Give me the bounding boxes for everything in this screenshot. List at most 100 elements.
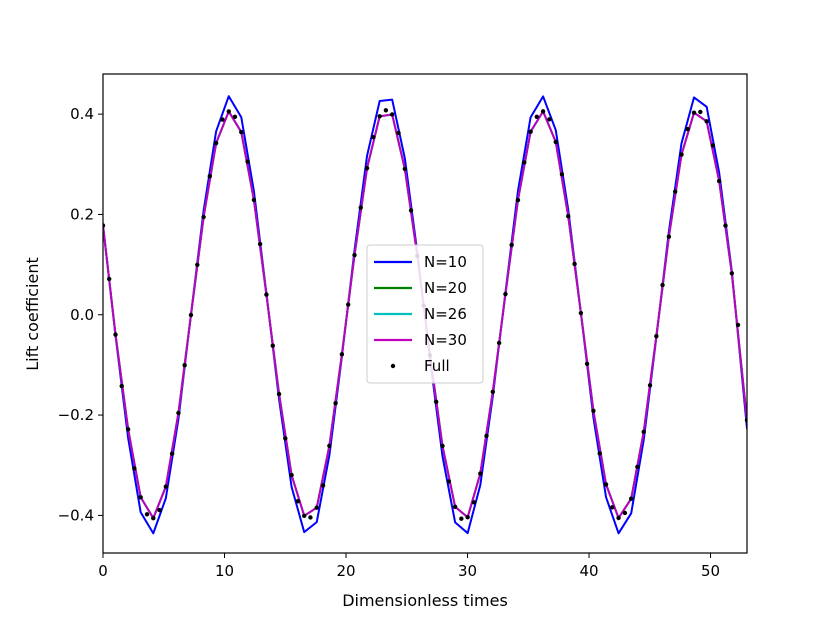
data-point-full	[478, 471, 483, 476]
data-point-full	[610, 505, 615, 510]
data-point-full	[182, 363, 187, 368]
data-point-full	[333, 401, 338, 406]
data-point-full	[641, 429, 646, 435]
data-point-full	[572, 261, 577, 267]
data-point-full	[163, 484, 169, 489]
data-point-full	[666, 234, 672, 239]
data-point-full	[710, 143, 716, 148]
axis-ticks: 0 10 20 30 40 50 −0.4 −0.2 0.0 0.2 0.4	[58, 105, 721, 580]
data-point-full	[528, 129, 533, 134]
data-point-full	[672, 189, 678, 194]
data-point-full	[188, 312, 194, 318]
data-point-full	[151, 515, 156, 521]
data-point-full	[257, 241, 263, 247]
data-point-full	[358, 205, 363, 210]
data-point-full	[723, 223, 728, 228]
legend: N=10 N=20 N=26 N=30 Full	[366, 244, 484, 384]
data-point-full	[195, 262, 200, 267]
data-point-full	[484, 433, 489, 439]
data-point-full	[119, 383, 124, 389]
data-point-full	[553, 139, 558, 145]
x-tick-label: 20	[336, 562, 355, 580]
data-point-full	[327, 443, 332, 449]
data-point-full	[503, 291, 508, 297]
data-point-full	[597, 451, 602, 456]
data-point-full	[679, 152, 684, 157]
data-point-full	[276, 391, 282, 397]
data-point-full	[132, 466, 137, 471]
data-point-full	[559, 172, 565, 177]
data-point-full	[547, 117, 552, 122]
legend-label-n-10: N=10	[424, 253, 467, 271]
data-point-full	[339, 352, 345, 357]
data-point-full	[176, 410, 181, 416]
data-point-full	[496, 340, 502, 346]
data-point-full	[490, 389, 495, 394]
data-point-full	[314, 505, 319, 510]
y-tick-label: −0.4	[58, 506, 94, 524]
data-point-full	[566, 214, 571, 219]
data-point-full	[346, 302, 351, 307]
data-point-full	[408, 208, 414, 213]
data-point-full	[629, 496, 634, 501]
data-point-full	[245, 159, 250, 164]
data-point-full	[371, 134, 376, 140]
data-point-full	[352, 252, 357, 258]
data-point-full	[635, 464, 640, 470]
legend-label-n-26: N=26	[424, 305, 467, 323]
legend-label-full: Full	[424, 357, 450, 375]
data-point-full	[201, 214, 206, 220]
x-tick-label: 10	[215, 562, 234, 580]
data-point-full	[302, 513, 307, 518]
data-point-full	[213, 140, 219, 146]
data-point-full	[377, 114, 382, 119]
data-point-full	[509, 242, 514, 248]
data-point-full	[144, 512, 150, 517]
x-tick-label: 30	[458, 562, 477, 580]
legend-swatch-full	[390, 363, 396, 369]
data-point-full	[232, 114, 238, 120]
data-point-full	[251, 197, 257, 203]
data-point-full	[264, 292, 269, 297]
data-point-full	[584, 361, 590, 367]
x-tick-label: 0	[98, 562, 108, 580]
data-point-full	[396, 130, 401, 136]
data-point-full	[402, 166, 408, 172]
data-point-full	[716, 178, 722, 184]
legend-label-n-20: N=20	[424, 279, 467, 297]
data-point-full	[125, 427, 131, 432]
x-tick-label: 40	[579, 562, 598, 580]
data-point-full	[465, 515, 470, 520]
data-point-full	[308, 515, 313, 520]
data-point-full	[591, 408, 596, 413]
data-point-full	[113, 332, 118, 337]
data-point-full	[616, 515, 621, 521]
data-point-full	[138, 495, 143, 500]
axes-frame	[102, 73, 748, 554]
data-point-full	[383, 108, 389, 113]
y-tick-label: 0.2	[70, 205, 94, 223]
data-point-full	[157, 507, 162, 513]
data-point-full	[446, 479, 452, 484]
data-point-full	[220, 117, 225, 122]
data-point-full	[459, 516, 464, 521]
data-point-full	[729, 271, 735, 276]
data-point-full	[691, 110, 697, 115]
data-point-full	[654, 334, 659, 339]
data-point-full	[471, 500, 477, 505]
data-point-full	[704, 119, 709, 124]
data-point-full	[107, 276, 112, 282]
data-point-full	[270, 343, 275, 348]
data-point-full	[603, 482, 609, 487]
data-point-full	[389, 112, 395, 117]
data-point-full	[226, 109, 231, 114]
data-point-full	[320, 483, 326, 488]
x-tick-label: 50	[701, 562, 720, 580]
data-point-full	[735, 322, 741, 328]
data-point-full	[578, 310, 584, 316]
data-point-full	[660, 282, 665, 288]
data-point-full	[522, 160, 527, 165]
data-point-full	[685, 126, 690, 132]
data-point-full	[207, 174, 213, 179]
